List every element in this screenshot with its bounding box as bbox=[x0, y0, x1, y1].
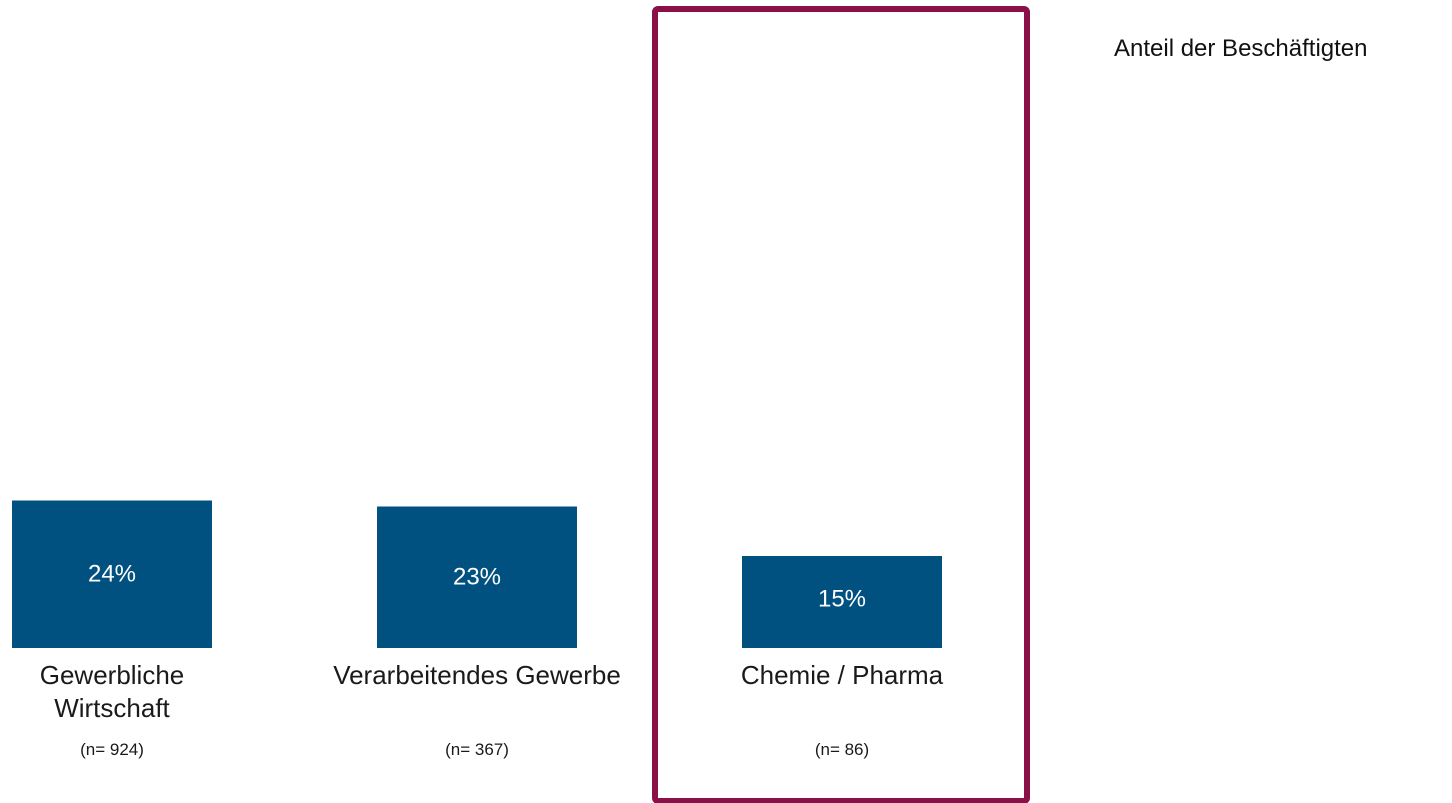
category-label: Gewerbliche Wirtschaft bbox=[40, 660, 185, 723]
bar-3 bbox=[742, 555, 942, 648]
sample-size-label: (n= 924) bbox=[80, 740, 144, 759]
sample-size-label: (n= 86) bbox=[815, 740, 869, 759]
bar-1 bbox=[12, 500, 212, 648]
category-label: Verarbeitendes Gewerbe bbox=[333, 660, 621, 690]
bar-value-label: 24% bbox=[88, 561, 136, 588]
highlight-frame bbox=[652, 6, 1030, 803]
bar-value-label: 15% bbox=[818, 585, 866, 612]
bar-2 bbox=[377, 506, 577, 648]
category-label: Chemie / Pharma bbox=[741, 660, 944, 690]
sample-size-label: (n= 367) bbox=[445, 740, 509, 759]
bar-value-label: 23% bbox=[453, 563, 501, 590]
legend-title: Anteil der Beschäftigten bbox=[1114, 35, 1368, 62]
